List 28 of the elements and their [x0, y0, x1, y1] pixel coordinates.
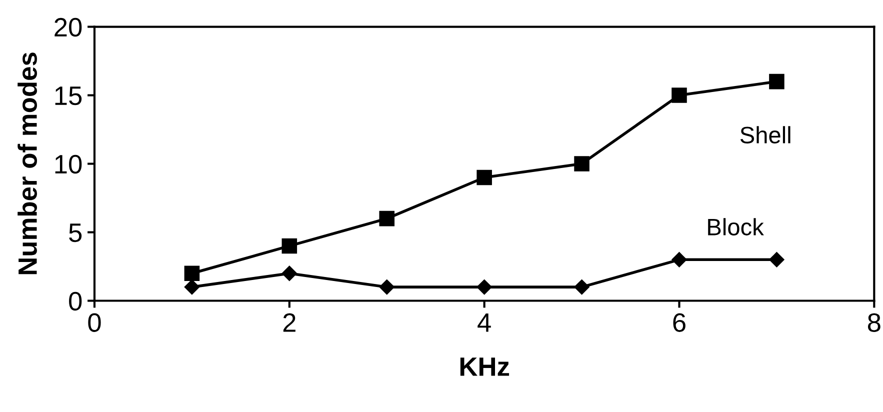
point: [574, 156, 590, 172]
point: [379, 279, 394, 295]
y-tick-label: 10: [55, 154, 82, 174]
point: [184, 266, 200, 281]
x-tick-label: 8: [868, 313, 880, 332]
y-axis-title: Number of modes: [18, 52, 37, 274]
x-tick-label: 6: [673, 313, 686, 332]
y-tick-label: 20: [54, 18, 82, 37]
x-axis-title: KHz: [460, 358, 510, 376]
point: [282, 266, 297, 281]
point: [672, 88, 687, 103]
y-tick-label: 5: [69, 224, 82, 242]
series-label: Block: [708, 218, 764, 236]
point: [476, 279, 492, 295]
x-tick-label: 2: [283, 313, 296, 332]
x-tick-label: 0: [88, 313, 101, 332]
y-tick-label: 15: [55, 86, 82, 106]
point: [476, 170, 492, 186]
point: [282, 238, 298, 254]
point: [184, 279, 200, 295]
x-tick-label: 4: [478, 314, 491, 332]
point: [769, 252, 784, 268]
point: [672, 252, 687, 268]
series-label: Shell: [740, 126, 790, 144]
y-tick-label: 0: [69, 292, 82, 311]
point: [379, 210, 395, 226]
point: [574, 279, 590, 295]
point: [769, 74, 784, 90]
